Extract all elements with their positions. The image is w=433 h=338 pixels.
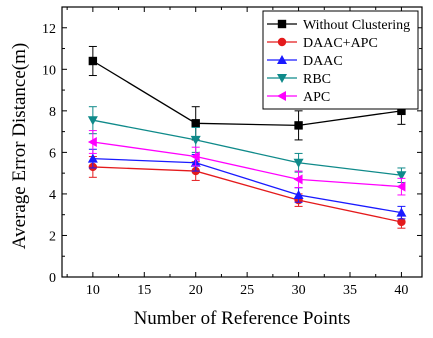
series-line xyxy=(92,60,402,127)
data-point xyxy=(397,106,406,116)
data-point xyxy=(190,151,200,162)
y-tick-label-8: 8 xyxy=(49,105,56,120)
x-tick-label-35: 35 xyxy=(343,283,357,298)
data-point xyxy=(191,119,200,128)
legend-label: DAAC+APC xyxy=(303,36,378,51)
data-point xyxy=(293,174,303,185)
legend-label: APC xyxy=(303,90,330,105)
series-line xyxy=(92,157,402,214)
plot-frame xyxy=(61,6,423,278)
x-tick-label-20: 20 xyxy=(189,283,203,298)
series-apc xyxy=(87,130,406,196)
y-axis-label: Average Error Distance(m) xyxy=(9,43,30,249)
legend-marker xyxy=(277,91,286,101)
series-line xyxy=(92,119,402,176)
legend-label: DAAC xyxy=(303,54,343,69)
legend-marker xyxy=(277,55,287,64)
y-tick-label-2: 2 xyxy=(49,229,56,244)
x-tick-label-10: 10 xyxy=(86,283,100,298)
data-point xyxy=(87,137,97,147)
series-daac-apc xyxy=(88,156,406,229)
legend-label: RBC xyxy=(303,72,331,87)
data-point xyxy=(397,217,406,227)
legend-marker xyxy=(277,74,287,83)
data-point xyxy=(293,158,304,168)
series-rbc xyxy=(87,106,407,183)
legend: Without Clustering DAAC+APC DAAC RBC APC xyxy=(262,10,419,110)
x-axis-label: Number of Reference Points xyxy=(134,308,351,329)
data-point xyxy=(87,116,98,126)
y-tick-label-10: 10 xyxy=(42,63,56,78)
legend-box xyxy=(262,10,419,110)
data-point xyxy=(293,189,304,199)
data-point xyxy=(87,153,98,163)
x-tick-label-25: 25 xyxy=(240,283,254,298)
x-tick-label-30: 30 xyxy=(292,283,306,298)
legend-marker xyxy=(277,19,287,29)
x-tick-label-40: 40 xyxy=(394,283,408,298)
y-tick-label-12: 12 xyxy=(42,22,56,37)
data-point xyxy=(88,56,98,66)
series-line xyxy=(92,141,402,188)
legend-label: Without Clustering xyxy=(303,18,410,33)
data-point xyxy=(294,121,303,130)
data-point xyxy=(396,181,406,192)
legend-marker xyxy=(277,37,287,47)
y-tick-label-4: 4 xyxy=(49,188,56,203)
data-point xyxy=(396,207,407,217)
series-line xyxy=(92,166,402,223)
data-point xyxy=(396,171,407,181)
data-point xyxy=(190,135,201,145)
x-tick-label-15: 15 xyxy=(137,283,151,298)
y-tick-label-6: 6 xyxy=(49,146,56,161)
y-tick-label-0: 0 xyxy=(49,271,56,286)
